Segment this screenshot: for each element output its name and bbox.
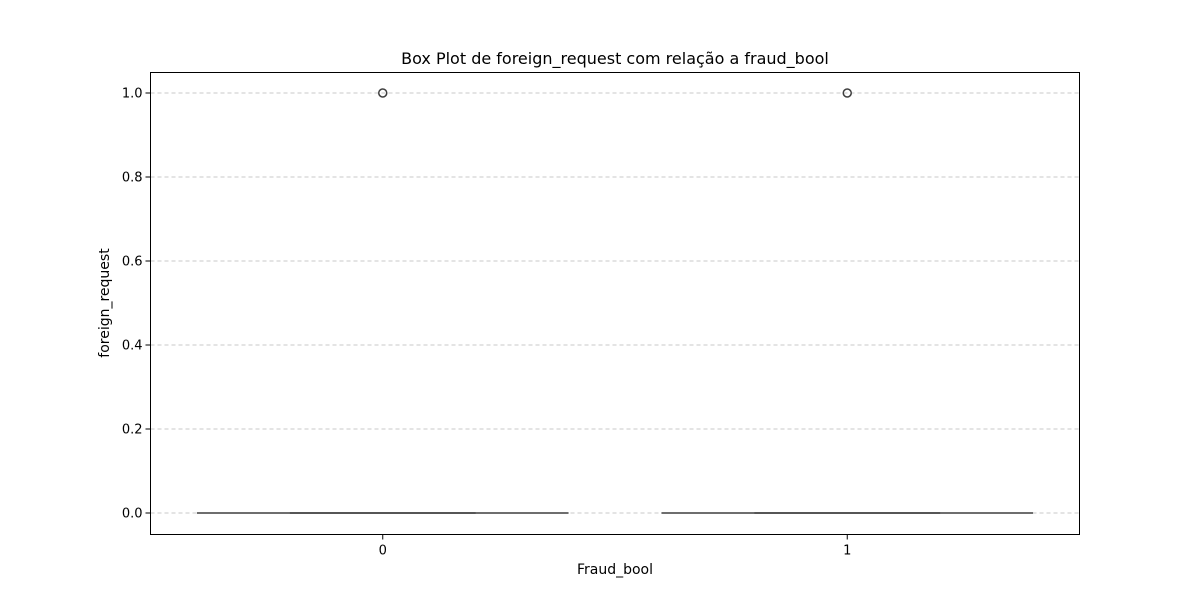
axes-frame bbox=[150, 72, 1080, 535]
boxes bbox=[196, 88, 1034, 514]
y-tick-label: 0.0 bbox=[122, 507, 143, 522]
x-tick-label: 0 bbox=[379, 544, 387, 559]
outlier-point bbox=[378, 88, 388, 98]
y-axis-ticks: 0.0 0.2 0.4 0.6 0.8 1.0 bbox=[122, 87, 151, 522]
y-tick-label: 0.6 bbox=[122, 255, 143, 270]
chart-title: Box Plot de foreign_request com relação … bbox=[401, 49, 829, 69]
x-tick-label: 1 bbox=[843, 544, 851, 559]
y-tick-label: 0.8 bbox=[122, 171, 143, 186]
outlier-point bbox=[842, 88, 852, 98]
box-0 bbox=[196, 88, 569, 514]
y-tick-label: 1.0 bbox=[122, 87, 143, 102]
y-tick-label: 0.2 bbox=[122, 423, 143, 438]
y-tick-label: 0.4 bbox=[122, 339, 143, 354]
y-axis-label: foreign_request bbox=[97, 248, 113, 358]
box-1 bbox=[661, 88, 1034, 514]
grid-lines bbox=[150, 92, 1080, 514]
x-axis-label: Fraud_bool bbox=[577, 562, 653, 578]
